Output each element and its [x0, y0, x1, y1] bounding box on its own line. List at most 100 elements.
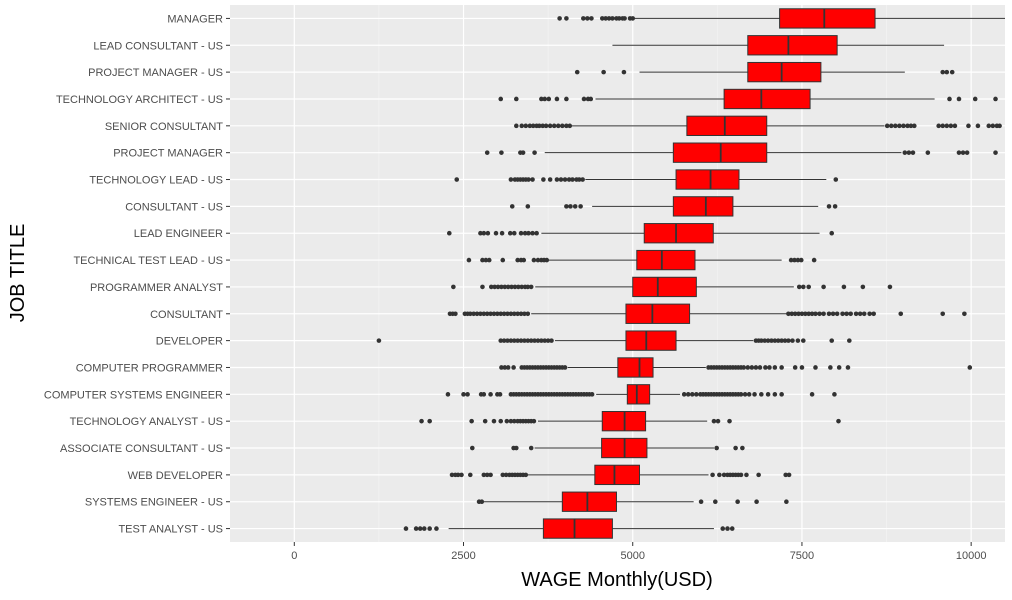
outlier-point [754, 499, 759, 505]
outlier-point [478, 230, 483, 236]
outlier-point [512, 284, 518, 290]
outlier-point [484, 150, 490, 155]
outlier-point [534, 230, 539, 236]
outlier-point [522, 311, 527, 317]
outlier-point [783, 472, 788, 478]
outlier-point [759, 392, 764, 397]
outlier-point [508, 338, 514, 343]
outlier-point [508, 418, 514, 424]
outlier-point [518, 338, 524, 343]
outlier-point [528, 445, 534, 451]
outlier-point [525, 311, 531, 317]
outlier-point [525, 338, 531, 343]
outlier-point [511, 365, 516, 370]
outlier-point [601, 69, 606, 75]
outlier-point [811, 257, 817, 263]
y-tick-label: TECHNOLOGY ANALYST - US [70, 416, 223, 428]
outlier-point [834, 311, 840, 317]
outlier-point [947, 96, 952, 102]
outlier-point [616, 16, 622, 21]
outlier-point [622, 16, 627, 21]
outlier-point [940, 69, 946, 75]
box-iqr [686, 115, 768, 136]
outlier-point [806, 311, 812, 317]
box-group [470, 437, 745, 459]
outlier-point [523, 123, 529, 129]
outlier-point [511, 418, 517, 424]
outlier-point [580, 177, 585, 182]
outlier-point [434, 526, 439, 531]
outlier-point [560, 123, 565, 129]
outlier-point [488, 284, 494, 290]
outlier-point [515, 338, 520, 343]
y-tick-label: CONSULTANT [150, 309, 223, 321]
outlier-point [803, 311, 808, 317]
outlier-point [788, 257, 794, 263]
outlier-point [714, 445, 719, 451]
box-iqr [643, 223, 714, 244]
outlier-point [465, 392, 470, 397]
outlier-point [792, 365, 798, 370]
outlier-point [715, 418, 721, 424]
outlier-point [488, 311, 493, 317]
outlier-point [795, 257, 801, 263]
outlier-point [514, 445, 519, 451]
outlier-point [471, 311, 476, 317]
x-tick-label: 2500 [451, 550, 475, 562]
box-group [612, 35, 945, 56]
outlier-point [491, 311, 497, 317]
outlier-point [531, 418, 537, 424]
outlier-point [535, 338, 541, 343]
outlier-point [871, 311, 876, 317]
outlier-point [821, 311, 826, 317]
outlier-point [829, 338, 835, 343]
outlier-point [800, 284, 806, 290]
y-tick-label: CONSULTANT - US [125, 201, 223, 213]
box-iqr [632, 276, 697, 298]
outlier-point [501, 311, 507, 317]
outlier-point [844, 311, 849, 317]
outlier-point [413, 526, 419, 531]
outlier-point [975, 123, 981, 129]
outlier-point [860, 284, 866, 290]
outlier-point [540, 123, 546, 129]
outlier-point [775, 338, 781, 343]
outlier-point [757, 365, 763, 370]
outlier-point [772, 365, 778, 370]
box-iqr [617, 357, 654, 378]
outlier-point [572, 204, 578, 209]
outlier-point [786, 338, 791, 343]
outlier-point [853, 311, 859, 317]
outlier-point [483, 257, 489, 263]
outlier-point [798, 257, 804, 263]
outlier-point [481, 311, 487, 317]
outlier-point [511, 338, 517, 343]
outlier-point [826, 204, 832, 209]
x-axis-title: WAGE Monthly(USD) [521, 569, 713, 591]
outlier-point [765, 338, 771, 343]
outlier-point [966, 123, 971, 129]
outlier-point [786, 472, 792, 478]
outlier-point [784, 499, 789, 505]
box-group [514, 115, 1002, 136]
outlier-point [711, 418, 717, 424]
box-group [445, 384, 837, 405]
box-iqr [625, 303, 691, 324]
outlier-point [887, 284, 893, 290]
outlier-point [502, 365, 508, 370]
outlier-point [542, 96, 548, 102]
outlier-point [522, 230, 528, 236]
box-iqr [779, 8, 876, 29]
outlier-point [491, 418, 497, 424]
outlier-point [740, 445, 745, 451]
outlier-point [564, 204, 569, 209]
box-group [499, 357, 973, 378]
outlier-point [910, 150, 916, 155]
outlier-point [817, 311, 822, 317]
y-tick-label: ASSOCIATE CONSULTANT - US [60, 443, 223, 455]
x-tick-label: 10000 [956, 550, 987, 562]
box-iqr [747, 35, 838, 56]
y-tick-label: DEVELOPER [156, 336, 223, 348]
outlier-point [547, 123, 553, 129]
outlier-point [581, 96, 587, 102]
